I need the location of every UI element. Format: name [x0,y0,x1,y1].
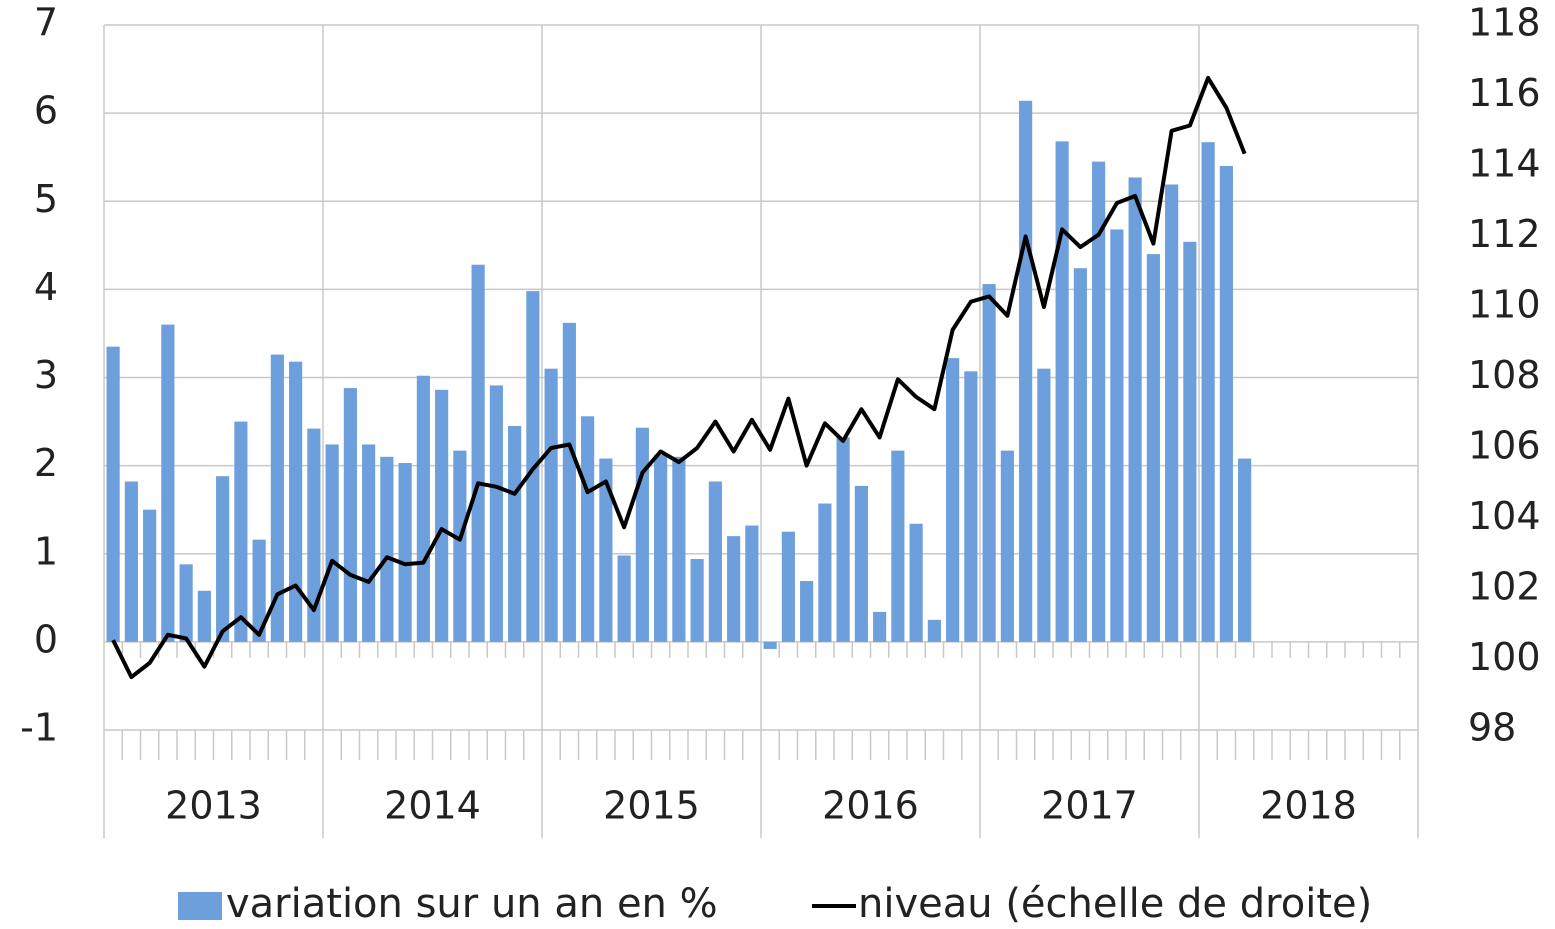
bar [398,462,412,642]
bar [416,375,430,642]
bar [927,619,941,642]
bar [1146,254,1160,642]
bar [1110,229,1124,642]
bar [179,564,193,642]
bar [161,324,175,642]
bar [289,361,303,642]
bar [982,284,996,642]
y2-tick-label: 104 [1468,494,1541,538]
x-group-label: 2015 [603,784,700,828]
bar [380,456,394,642]
y2-tick-label: 98 [1468,706,1516,750]
legend-label: variation sur un an en % [226,881,718,927]
bar [891,450,905,642]
bar [946,358,960,642]
legend-label: niveau (échelle de droite) [858,881,1372,927]
bar [1128,177,1142,642]
bar [1165,184,1179,642]
bar [270,354,284,642]
bar [1201,142,1215,642]
bar [909,523,923,642]
bar [453,450,467,642]
y2-tick-label: 106 [1468,424,1541,468]
bar [197,590,211,642]
bar [763,641,777,649]
bar [1000,450,1014,642]
bar [252,539,266,642]
bar [1219,166,1233,642]
bar [964,371,978,642]
bar [1055,141,1069,642]
bar [818,503,832,642]
y2-tick-label: 102 [1468,565,1541,609]
y-tick-label: 0 [34,617,58,661]
bar [562,322,576,642]
bar [654,455,668,642]
bar [471,264,485,642]
bar [234,421,248,642]
y2-tick-label: 110 [1468,283,1541,327]
y2-tick-label: 114 [1468,142,1541,186]
y-tick-label: 1 [34,529,58,573]
y-tick-label: 5 [34,177,58,221]
x-group-label: 2018 [1260,784,1357,828]
y2-tick-label: 116 [1468,71,1541,115]
bar [489,385,503,642]
legend-swatch [178,892,222,920]
y2-tick-label: 100 [1468,635,1541,679]
bar [508,425,522,642]
bar [106,346,120,642]
bar [544,368,558,642]
line [111,75,1247,680]
x-group-label: 2014 [384,784,481,828]
bar [124,481,138,642]
bar [635,427,649,642]
bar [1019,100,1033,642]
bar [435,389,449,642]
bar [745,525,759,642]
bar [216,476,230,642]
y-tick-label: 2 [34,441,58,485]
bar [836,437,850,642]
bar [727,536,741,642]
x-group-label: 2013 [165,784,262,828]
y-tick-label: 6 [34,89,58,133]
bar [581,416,595,642]
bar [1092,161,1106,642]
y2-tick-label: 112 [1468,212,1541,256]
bar [708,481,722,642]
y-tick-label: 7 [34,1,58,45]
bar [1037,368,1051,642]
bar [362,444,376,642]
y-tick-label: 4 [34,265,58,309]
bar [873,611,887,642]
bar [343,388,357,642]
bar [1073,268,1087,642]
bar [781,531,795,642]
x-group-label: 2016 [822,784,919,828]
x-group-label: 2017 [1041,784,1138,828]
bar [1238,458,1252,642]
bar [690,559,704,642]
bar [325,444,339,642]
y-tick-label: -1 [20,706,58,750]
bar [672,456,686,642]
y2-tick-label: 118 [1468,1,1541,45]
bar [617,555,631,642]
bar [1183,241,1197,642]
bar [854,485,868,642]
y2-tick-label: 108 [1468,353,1541,397]
bar [143,509,157,642]
bar [307,428,321,642]
bar [800,581,814,642]
bar [599,458,613,642]
y-tick-label: 3 [34,353,58,397]
